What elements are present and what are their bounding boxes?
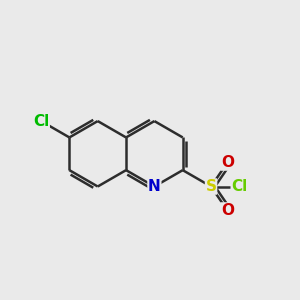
Text: S: S: [206, 179, 217, 194]
Text: O: O: [221, 203, 234, 218]
Text: Cl: Cl: [231, 179, 248, 194]
Text: N: N: [148, 179, 161, 194]
Text: Cl: Cl: [33, 114, 49, 129]
Text: O: O: [221, 155, 234, 170]
